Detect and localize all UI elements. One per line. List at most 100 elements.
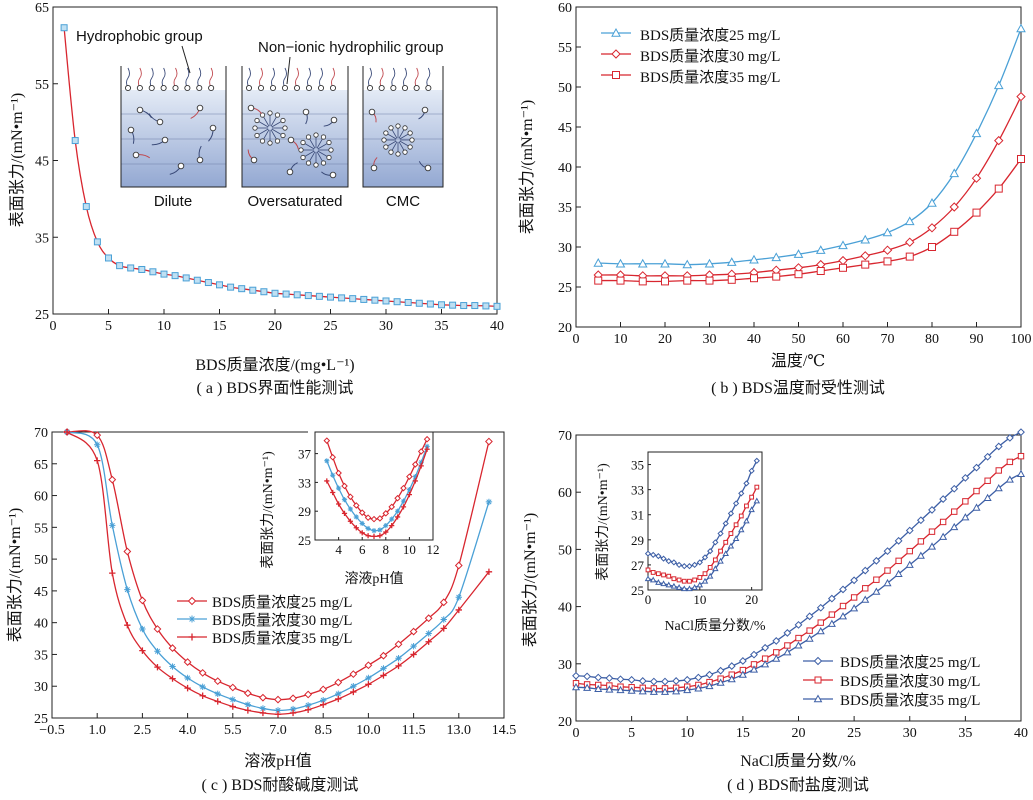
inset-d-series-1-point [660,555,667,562]
x-tick-label: 10 [680,726,694,741]
series-c-2-point [304,702,312,709]
series-d-3-point [694,684,703,692]
inset-d-series-2-point [671,576,677,582]
series-b-2-point [905,237,915,247]
series-d-1-point [794,620,803,629]
inset-d-series-2-point [687,578,692,584]
legend-d-label-30: BDS质量浓度30 mg/L [840,673,980,690]
series-d-1-point [850,576,859,585]
series-layer-b [593,23,1026,286]
series-d-3-point [649,687,658,695]
inset-c-series-3-point [377,533,383,539]
inset-c-series-1-point [376,515,384,522]
x-tick-label: 40 [1014,726,1028,741]
legend-d-marker [814,676,822,684]
surfactant-molecule-icon [161,136,169,144]
x-tick-label: 35 [958,726,972,741]
beaker-outline [362,66,444,188]
series-c-2-point [350,683,357,690]
series-c-1-point [349,670,358,679]
y-tick-label: 29 [298,504,311,519]
surfactant-molecule-icon [160,84,167,92]
inset-c-series-2-point [383,523,389,529]
series-c-1-point [439,598,448,607]
series-d-2-point [784,642,791,649]
series-d-3-point [1016,469,1026,477]
series-d-3-point [761,660,770,668]
series-a-point [138,265,146,273]
series-c-3-point [229,703,236,710]
series-d-2-point [828,611,836,618]
y-tick-label: 55 [558,41,572,56]
inset-d-series-3-point [696,581,704,588]
hydrophilic-pointer [286,56,291,85]
inset-d-series-1-point [675,561,683,569]
y-tick-label: 20 [558,715,572,730]
surfactant-molecule-icon [317,84,325,92]
y-tick-label: 30 [34,680,48,695]
surfactant-molecule-icon [177,162,185,170]
inset-c-series-2-point [412,474,418,480]
series-c-1-point [93,431,102,440]
y-tick-label: 50 [34,553,48,568]
series-d-1-point [1017,428,1025,437]
inset-c-series-1-point [358,509,366,516]
surfactant-molecule-icon [184,84,191,92]
surfactant-molecule-icon [421,106,429,114]
inset-d-series-3-point [738,526,745,533]
series-d-1-point [594,673,603,682]
inset-d-series-3-point [649,576,657,583]
schematic-beaker-1 [120,66,227,188]
series-c-2-point [274,707,282,714]
series-c-3-point [335,695,342,703]
series-d-1-point [839,585,847,594]
y-tick-label: 65 [35,1,49,16]
series-b-1-point [993,80,1004,90]
ylabel-b: 表面张力/(mN•m⁻¹) [518,100,536,234]
series-a-point [415,299,423,307]
series-d-3-point [794,641,803,649]
inset-d-series-2-point [718,548,723,554]
panel-a: 0 5 10 15 20 25 30 35 40 25 35 45 55 65 Hydrophobic g… [8,1,504,397]
y-tick-label: 40 [34,617,48,632]
series-d-3-point [972,503,981,511]
series-a-point [105,254,112,262]
y-tick-label: 33 [631,483,644,498]
inset-c-series-1-point [341,482,348,490]
y-tick-label: 50 [558,543,572,558]
x-tick-label: 10.0 [356,723,381,738]
series-d-2-point [1006,458,1014,466]
inset-c-series-2-point [377,527,383,533]
inset-d-series-1-point [743,480,750,487]
series-b-2-point [949,202,959,212]
inset-c-series-2-point [330,472,336,478]
series-d-1-point [816,603,825,612]
legend-c-marker [188,615,196,623]
surface-tail [307,67,311,89]
series-c-1-point [304,690,313,699]
series-c-1-point [123,547,132,556]
micelle-head [305,160,312,166]
y-tick-label: 37 [298,447,312,462]
series-d-1-point [783,629,792,637]
series-b-1-point [860,234,871,244]
x-tick-label: 11.5 [402,723,426,738]
inset-c-series-1-point [388,503,396,511]
micelle-head [305,134,312,140]
inset-c-series-3-point [359,530,365,536]
series-c-2-point [380,665,387,672]
x-tick-label: 20 [792,726,806,741]
inset-c-series-2-point [395,508,401,514]
x-tick-label: 35 [435,319,449,334]
x-tick-label: 8.5 [314,723,332,738]
series-d-2-point [862,585,869,592]
legend-d-marker [813,656,823,666]
schematic-beaker-2 [241,66,349,188]
y-tick-label: 40 [558,161,572,176]
series-c-3-point [154,663,161,671]
series-d-2-point [873,576,880,583]
series-b-2-point [838,255,848,266]
x-tick-label: 7.0 [269,723,287,738]
inset-d-series-3-point [717,557,724,564]
series-d-1-point [861,566,870,575]
